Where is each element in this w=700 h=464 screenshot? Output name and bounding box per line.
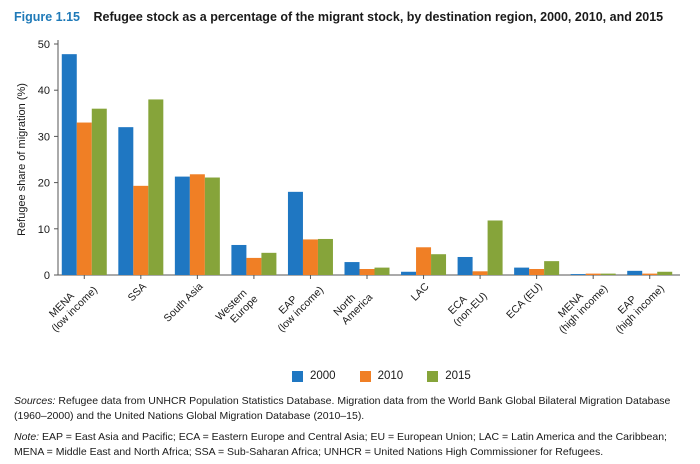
note-label: Note: — [14, 431, 40, 443]
bar-2000-4 — [287, 191, 303, 275]
bar-2000-5 — [344, 262, 360, 275]
y-axis-label: Refugee share of migration (%) — [16, 83, 28, 236]
y-tick-label: 0 — [44, 270, 50, 282]
bar-2010-2 — [189, 174, 205, 275]
bar-2000-10 — [627, 270, 643, 275]
bar-chart: Refugee share of migration (%) 0 10 20 30 40 5… — [16, 39, 680, 336]
x-tick-label: ECA (EU) — [504, 281, 545, 322]
bar-2010-1 — [133, 185, 149, 275]
bar-2015-5 — [374, 267, 390, 275]
bar-2010-6 — [416, 247, 432, 275]
bar-2015-4 — [317, 238, 333, 275]
x-tick-label: LAC — [409, 280, 432, 303]
legend-swatch-2000 — [292, 370, 303, 382]
bar-2000-7 — [457, 256, 473, 275]
bar-2010-9 — [585, 273, 601, 275]
bar-2015-2 — [204, 177, 220, 275]
bar-2010-8 — [529, 268, 545, 275]
bar-2015-10 — [657, 271, 673, 275]
y-tick-label: 20 — [38, 178, 50, 190]
y-tick-label: 30 — [38, 131, 50, 143]
bar-2015-9 — [600, 273, 616, 275]
bar-2000-0 — [61, 54, 77, 275]
bar-2010-0 — [76, 122, 92, 275]
x-tick-label: MENA(low income) — [41, 276, 100, 335]
x-tick-label-line: ECA (EU) — [504, 281, 545, 322]
bar-2015-1 — [148, 99, 164, 275]
legend-label-2015: 2015 — [445, 370, 471, 382]
x-tick-label: ECA(non-EU) — [443, 282, 490, 329]
legend-label-2000: 2000 — [310, 370, 336, 382]
sources-label: Sources: — [14, 395, 56, 407]
x-tick-label: EAP(high income) — [605, 274, 667, 336]
bar-2000-6 — [401, 271, 417, 275]
figure-title: Refugee stock as a percentage of the mig… — [93, 10, 664, 24]
sources-text: Refugee data from UNHCR Population Stati… — [14, 395, 671, 422]
x-tick-label: EAP(low income) — [267, 276, 326, 335]
legend-item-2000: 2000 — [292, 370, 336, 382]
x-tick-label-line: SSA — [126, 281, 149, 304]
abbreviations-note: Note: EAP = East Asia and Pacific; ECA =… — [14, 430, 690, 460]
bar-2015-0 — [91, 108, 107, 276]
y-tick-label: 10 — [38, 224, 50, 236]
x-tick-label: South Asia — [162, 281, 206, 325]
y-tick-label: 40 — [38, 85, 50, 97]
bar-2010-4 — [302, 239, 318, 275]
bar-2000-9 — [570, 274, 586, 275]
sources-note: Sources: Refugee data from UNHCR Populat… — [14, 394, 690, 424]
legend-item-2015: 2015 — [427, 370, 471, 382]
bar-2000-2 — [174, 176, 190, 275]
bar-2015-6 — [431, 254, 447, 275]
x-tick-label: MENA(high income) — [548, 274, 610, 336]
x-tick-label: NorthAmerica — [331, 283, 375, 327]
bar-2010-7 — [472, 271, 488, 275]
bar-2010-3 — [246, 257, 262, 275]
legend-label-2010: 2010 — [377, 370, 404, 382]
legend-swatch-2010 — [359, 370, 371, 382]
bar-2000-1 — [118, 127, 134, 275]
x-tick-label: SSA — [126, 281, 149, 304]
bar-2000-8 — [514, 267, 530, 275]
bar-2000-3 — [231, 244, 247, 275]
chart-legend: 2000 2010 2015 — [292, 370, 471, 382]
note-text: EAP = East Asia and Pacific; ECA = Easte… — [14, 431, 667, 458]
x-tick-label-line: LAC — [409, 280, 432, 303]
bar-2015-3 — [261, 252, 277, 275]
figure-label: Figure 1.15 — [14, 10, 80, 24]
x-tick-label-line: South Asia — [162, 281, 206, 325]
figure-title-row: Figure 1.15 Refugee stock as a percentag… — [14, 10, 663, 24]
legend-swatch-2015 — [427, 370, 439, 382]
bar-2010-10 — [642, 273, 658, 275]
x-tick-label: WesternEurope — [214, 285, 261, 332]
legend-item-2010: 2010 — [359, 370, 404, 382]
bar-2010-5 — [359, 268, 375, 275]
bar-2015-7 — [487, 220, 503, 275]
y-tick-label: 50 — [38, 39, 50, 51]
bar-2015-8 — [544, 261, 560, 275]
